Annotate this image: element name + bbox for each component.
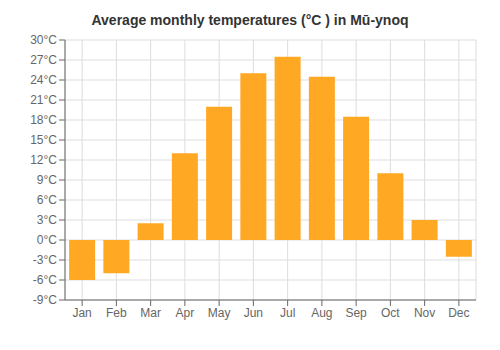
svg-text:Jan: Jan [72,306,91,320]
svg-text:24°C: 24°C [30,73,57,87]
svg-text:27°C: 27°C [30,53,57,67]
svg-text:15°C: 15°C [30,133,57,147]
svg-text:21°C: 21°C [30,93,57,107]
svg-text:0°C: 0°C [37,233,57,247]
svg-text:18°C: 18°C [30,113,57,127]
svg-text:30°C: 30°C [30,33,57,47]
svg-text:6°C: 6°C [37,193,57,207]
svg-text:9°C: 9°C [37,173,57,187]
svg-text:12°C: 12°C [30,153,57,167]
svg-text:-6°C: -6°C [33,273,57,287]
svg-text:Sep: Sep [345,306,367,320]
svg-text:-3°C: -3°C [33,253,57,267]
svg-text:Jul: Jul [280,306,295,320]
svg-text:Mar: Mar [140,306,161,320]
svg-text:Oct: Oct [381,306,400,320]
svg-text:Apr: Apr [176,306,195,320]
svg-text:Jun: Jun [244,306,263,320]
svg-text:Dec: Dec [448,306,469,320]
svg-text:May: May [208,306,231,320]
html-text:Average monthly temperatures (: Average monthly temperatures (°C ) in Mū… [91,12,409,28]
svg-text:3°C: 3°C [37,213,57,227]
svg-text:Nov: Nov [414,306,435,320]
svg-text:Feb: Feb [106,306,127,320]
svg-text:-9°C: -9°C [33,293,57,307]
svg-text:Aug: Aug [311,306,332,320]
